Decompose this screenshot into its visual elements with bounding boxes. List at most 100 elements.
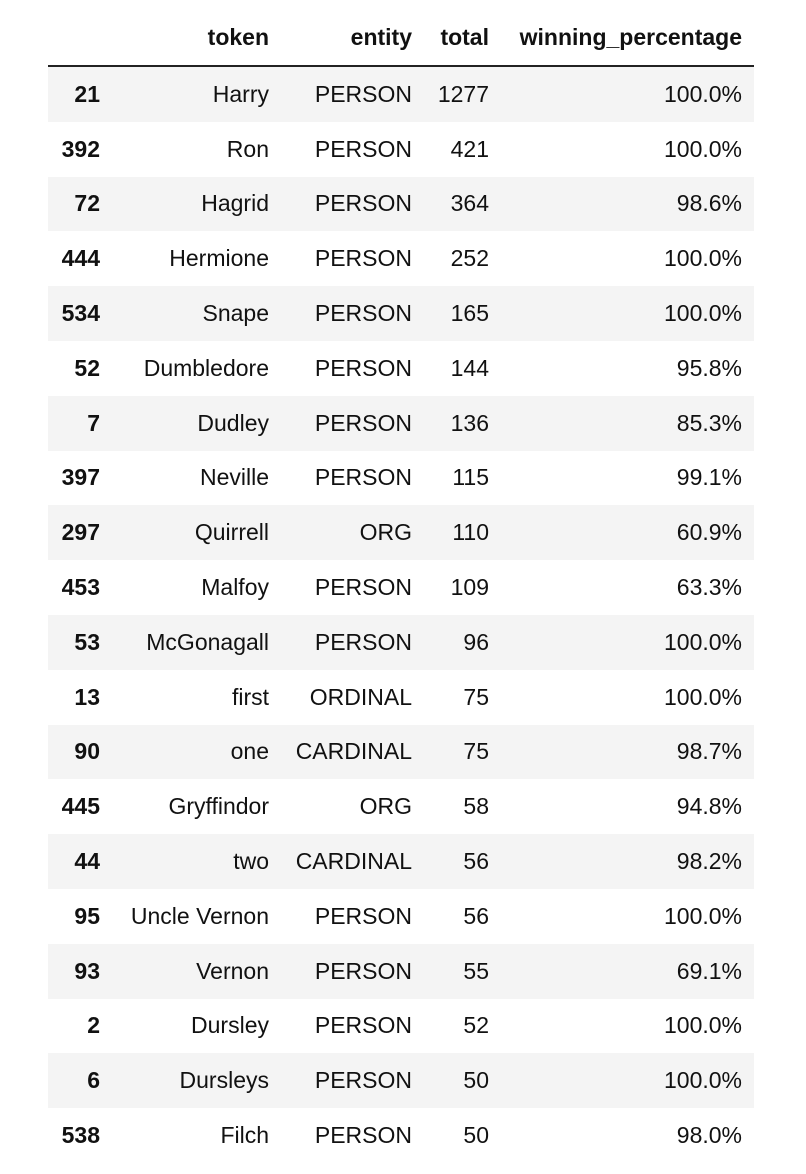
cell-winning-percentage: 100.0% <box>663 1067 742 1094</box>
cell-total: 75 <box>463 738 489 765</box>
cell-winning-percentage: 100.0% <box>663 245 742 272</box>
row-index: 534 <box>61 300 100 327</box>
row-index: 90 <box>74 738 100 765</box>
cell-token: Dudley <box>197 409 269 436</box>
cell-entity: PERSON <box>314 245 412 272</box>
cell-winning-percentage: 100.0% <box>663 1012 742 1039</box>
cell-winning-percentage: 100.0% <box>663 135 742 162</box>
cell-total: 252 <box>450 245 489 272</box>
header-entity: entity <box>281 10 424 67</box>
cell-entity: PERSON <box>314 902 412 929</box>
table-row: 72 Hagrid PERSON 364 98.6% <box>48 176 754 232</box>
row-index: 397 <box>61 464 100 491</box>
row-index: 297 <box>61 519 100 546</box>
row-index: 52 <box>74 354 100 381</box>
cell-winning-percentage: 99.1% <box>676 464 742 491</box>
cell-total: 421 <box>450 135 489 162</box>
cell-winning-percentage: 100.0% <box>663 300 742 327</box>
cell-token: Dursley <box>191 1012 269 1039</box>
cell-entity: PERSON <box>314 190 412 217</box>
table-row: 444 Hermione PERSON 252 100.0% <box>48 231 754 287</box>
row-index: 445 <box>61 793 100 820</box>
table-row: 93 Vernon PERSON 55 69.1% <box>48 943 754 999</box>
cell-entity: PERSON <box>314 1067 412 1094</box>
cell-winning-percentage: 98.2% <box>676 848 742 875</box>
cell-entity: PERSON <box>314 80 412 107</box>
cell-entity: PERSON <box>314 464 412 491</box>
cell-entity: PERSON <box>314 628 412 655</box>
cell-total: 109 <box>450 574 489 601</box>
table-header: token entity total winning_percentage <box>48 10 754 67</box>
row-index: 13 <box>74 683 100 710</box>
row-index: 93 <box>74 957 100 984</box>
row-index: 6 <box>87 1067 100 1094</box>
table-row: 397 Neville PERSON 115 99.1% <box>48 450 754 506</box>
cell-entity: ORG <box>359 519 412 546</box>
cell-token: Gryffindor <box>168 793 269 820</box>
row-index: 444 <box>61 245 100 272</box>
cell-winning-percentage: 100.0% <box>663 902 742 929</box>
cell-winning-percentage: 98.0% <box>676 1122 742 1149</box>
table-row: 392 Ron PERSON 421 100.0% <box>48 121 754 177</box>
cell-entity: PERSON <box>314 1122 412 1149</box>
cell-token: first <box>231 683 269 710</box>
table-row: 445 Gryffindor ORG 58 94.8% <box>48 779 754 835</box>
cell-token: Neville <box>199 464 269 491</box>
cell-token: Snape <box>202 300 269 327</box>
table-row: 52 Dumbledore PERSON 144 95.8% <box>48 340 754 396</box>
cell-token: Vernon <box>196 957 269 984</box>
cell-total: 110 <box>452 519 489 546</box>
table-row: 95 Uncle Vernon PERSON 56 100.0% <box>48 888 754 944</box>
cell-token: Hermione <box>169 245 269 272</box>
row-index: 2 <box>87 1012 100 1039</box>
row-index: 453 <box>61 574 100 601</box>
cell-total: 96 <box>463 628 489 655</box>
cell-total: 50 <box>463 1067 489 1094</box>
cell-total: 52 <box>463 1012 489 1039</box>
cell-winning-percentage: 100.0% <box>663 683 742 710</box>
table-row: 6 Dursleys PERSON 50 100.0% <box>48 1053 754 1109</box>
cell-token: Ron <box>226 135 269 162</box>
cell-total: 56 <box>463 902 489 929</box>
cell-total: 1277 <box>437 80 489 107</box>
cell-entity: PERSON <box>314 300 412 327</box>
table-row: 538 Filch PERSON 50 98.0% <box>48 1108 754 1163</box>
cell-winning-percentage: 100.0% <box>663 80 742 107</box>
table-row: 21 Harry PERSON 1277 100.0% <box>48 66 754 122</box>
row-index: 538 <box>61 1122 100 1149</box>
dataframe-container: token entity total winning_percentage 21… <box>48 10 754 1163</box>
cell-total: 115 <box>452 464 489 491</box>
cell-winning-percentage: 63.3% <box>676 574 742 601</box>
cell-total: 58 <box>463 793 489 820</box>
row-index: 72 <box>74 190 100 217</box>
cell-total: 55 <box>463 957 489 984</box>
cell-entity: CARDINAL <box>295 848 412 875</box>
cell-token: two <box>233 848 269 875</box>
table-row: 53 McGonagall PERSON 96 100.0% <box>48 614 754 670</box>
row-index: 392 <box>61 135 100 162</box>
cell-winning-percentage: 100.0% <box>663 628 742 655</box>
cell-winning-percentage: 85.3% <box>676 409 742 436</box>
cell-entity: PERSON <box>314 574 412 601</box>
cell-total: 56 <box>463 848 489 875</box>
header-total: total <box>424 10 501 67</box>
row-index: 53 <box>74 628 100 655</box>
cell-entity: PERSON <box>314 354 412 381</box>
header-winning-percentage: winning_percentage <box>501 10 754 67</box>
cell-token: one <box>230 738 269 765</box>
cell-winning-percentage: 98.7% <box>676 738 742 765</box>
header-row: token entity total winning_percentage <box>48 10 754 67</box>
cell-token: Hagrid <box>201 190 269 217</box>
row-index: 44 <box>74 848 100 875</box>
cell-total: 144 <box>450 354 489 381</box>
row-index: 21 <box>74 80 100 107</box>
cell-token: Harry <box>212 80 269 107</box>
cell-entity: CARDINAL <box>295 738 412 765</box>
cell-total: 136 <box>450 409 489 436</box>
cell-entity: PERSON <box>314 135 412 162</box>
cell-entity: ORDINAL <box>309 683 412 710</box>
cell-winning-percentage: 60.9% <box>676 519 742 546</box>
cell-token: Dursleys <box>179 1067 269 1094</box>
table-row: 7 Dudley PERSON 136 85.3% <box>48 395 754 451</box>
cell-winning-percentage: 94.8% <box>676 793 742 820</box>
